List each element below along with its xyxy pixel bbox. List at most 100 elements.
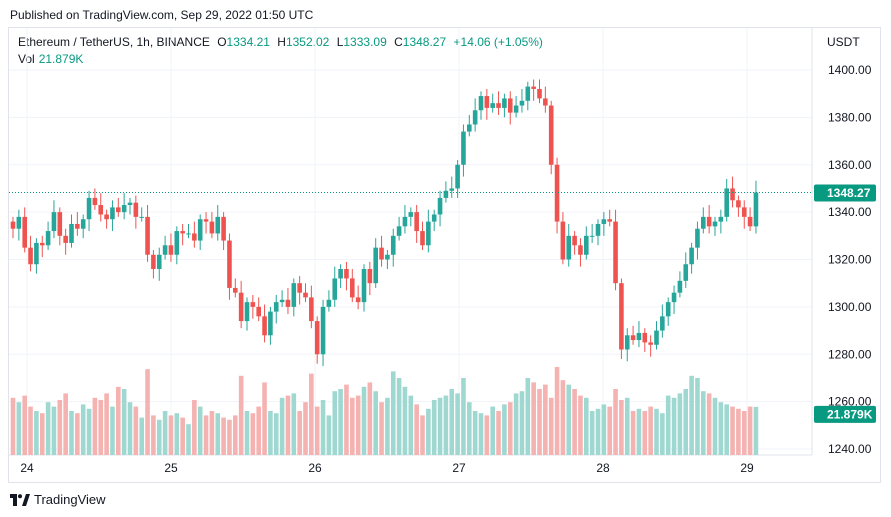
volume-bar: [589, 411, 595, 455]
candle-body: [455, 164, 460, 189]
candle-body: [683, 264, 689, 281]
volume-bar: [689, 375, 694, 455]
volume-bar: [238, 375, 244, 455]
volume-bar: [51, 406, 57, 455]
candle-body: [390, 235, 396, 255]
volume-bar: [110, 406, 115, 455]
candle-body: [86, 197, 92, 220]
volume-bar: [548, 397, 554, 455]
volume-bar: [63, 393, 68, 455]
volume-bar: [513, 393, 519, 455]
volume-bar: [654, 408, 659, 455]
price-tick-label: 1260.00: [828, 395, 872, 409]
candle-body: [355, 297, 361, 303]
candle-body: [244, 302, 250, 322]
volume-bar: [455, 393, 460, 455]
volume-bar: [28, 406, 33, 455]
candle-body: [332, 278, 338, 300]
candle-body: [736, 200, 741, 208]
volume-bar: [613, 389, 618, 455]
volume-bar: [86, 408, 92, 455]
volume-bar: [133, 406, 139, 455]
candle-body: [34, 242, 39, 265]
volume-bar: [291, 393, 297, 455]
volume-bar: [741, 411, 747, 455]
candle-body: [262, 316, 267, 336]
candle-body: [566, 235, 572, 260]
volume-bar: [683, 389, 689, 455]
volume-bar: [385, 397, 390, 455]
candle-body: [227, 240, 232, 288]
candle-body: [385, 254, 390, 260]
volume-bar: [92, 397, 98, 455]
candle-body: [408, 212, 414, 217]
currency-label: USDT: [827, 35, 860, 49]
volume-bar: [507, 402, 513, 455]
volume-bar: [519, 391, 525, 455]
candle-body: [303, 292, 308, 298]
candle-body: [116, 207, 121, 213]
candle-body: [320, 306, 326, 355]
volume-bar: [209, 411, 215, 455]
volume-bar: [390, 371, 396, 455]
volume-bar: [554, 367, 560, 455]
volume-bar: [601, 404, 607, 455]
brand-name: TradingView: [34, 492, 106, 507]
candle-body: [127, 202, 133, 206]
volume-bar: [180, 417, 185, 455]
price-tick-label: 1380.00: [828, 110, 872, 124]
candle-body: [589, 235, 595, 237]
tradingview-logo-icon: [10, 493, 30, 506]
volume-bar: [221, 417, 226, 455]
candle-body: [601, 219, 607, 224]
volume-bar: [566, 384, 572, 455]
time-tick-label: 24: [20, 461, 34, 475]
chart-frame: [8, 27, 881, 483]
volume-bar: [431, 400, 437, 455]
candle-body: [28, 247, 33, 265]
candle-body: [92, 197, 98, 206]
volume-bar: [174, 413, 180, 455]
candle-body: [718, 216, 724, 222]
volume-bar: [22, 395, 27, 455]
candle-body: [110, 207, 115, 220]
volume-bar: [197, 406, 203, 455]
volume-bar: [227, 419, 232, 455]
candle-body: [695, 228, 700, 248]
volume-bar: [677, 393, 683, 455]
candle-body: [168, 245, 174, 255]
candle-body: [180, 231, 185, 234]
volume-label: Vol: [18, 52, 35, 66]
volume-bar: [636, 408, 642, 455]
volume-bar: [127, 402, 133, 455]
volume-bar: [361, 386, 367, 455]
candle-body: [250, 302, 256, 307]
volume-bar: [203, 415, 209, 455]
candle-body: [192, 233, 197, 241]
volume-bar: [396, 378, 402, 455]
last-volume-label: 21.879K: [827, 407, 873, 421]
candle-body: [279, 299, 285, 303]
candle-body: [654, 330, 659, 345]
open-value: 1334.21: [226, 35, 270, 49]
candle-body: [57, 212, 63, 236]
candle-body: [648, 342, 653, 345]
volume-bar: [16, 402, 22, 455]
volume-bar: [326, 415, 332, 455]
volume-bar: [753, 406, 759, 455]
candle-body: [467, 124, 472, 132]
candle-body: [548, 105, 554, 165]
volume-bar: [484, 415, 490, 455]
candle-body: [496, 103, 501, 108]
volume-bar: [642, 411, 648, 455]
candle-body: [478, 96, 484, 111]
candle-body: [619, 283, 624, 350]
candle-body: [233, 287, 238, 293]
volume-bar: [34, 411, 39, 455]
candle-body: [706, 216, 712, 227]
candle-body: [238, 292, 244, 322]
candle-body: [513, 105, 519, 113]
volume-bar: [192, 400, 197, 455]
volume-bar: [162, 411, 168, 455]
